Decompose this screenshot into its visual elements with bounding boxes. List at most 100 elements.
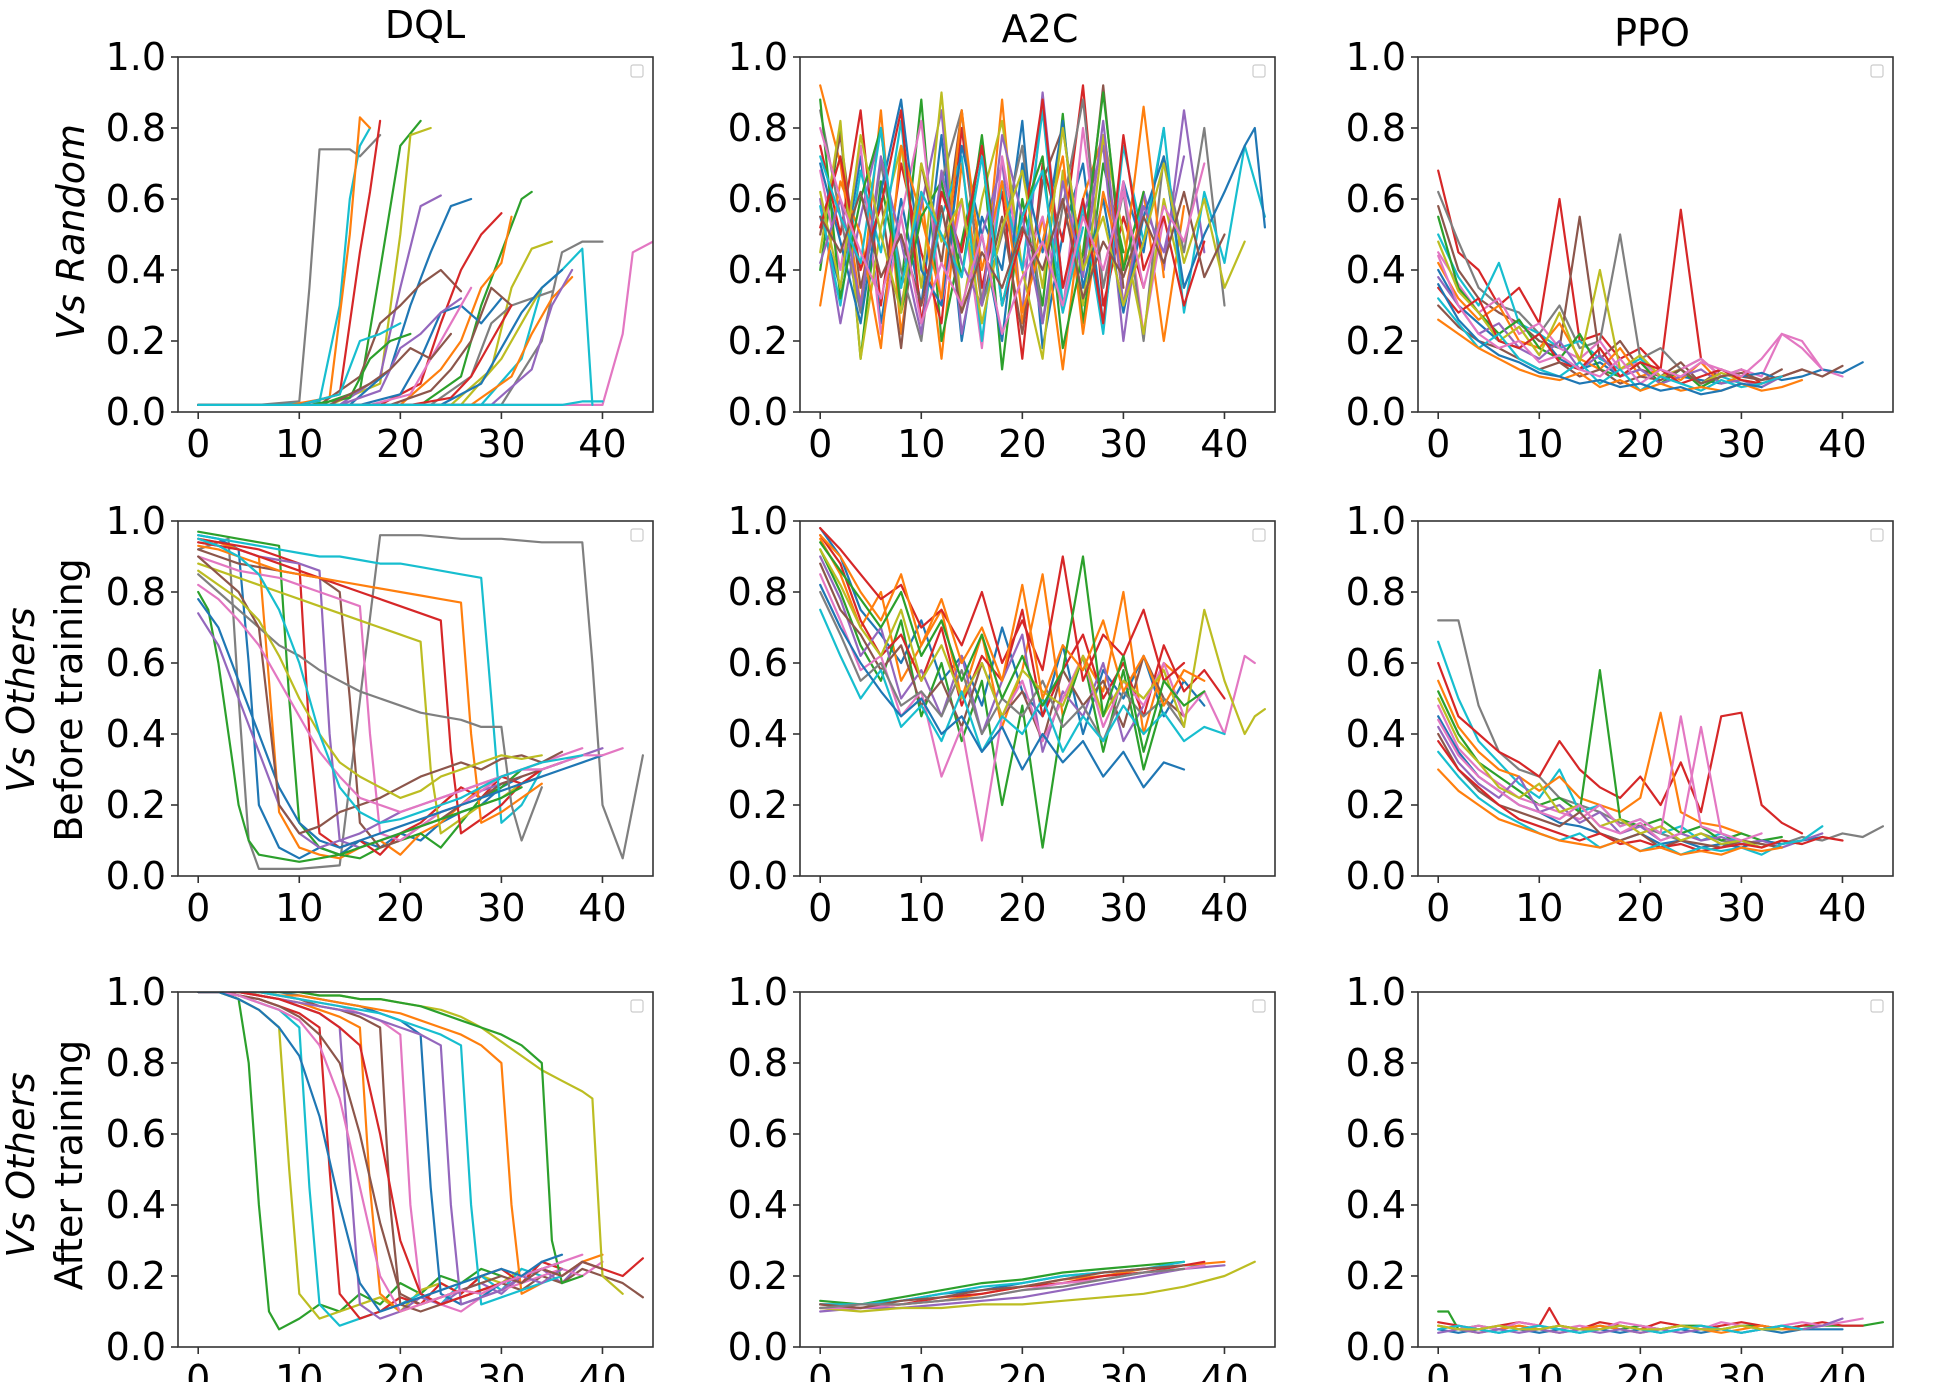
series-line-run-9 [819,548,1267,736]
y-tick-label: 0.0 [1346,854,1406,898]
axes-frame [1417,520,1894,877]
y-tick-label: 0.4 [728,1183,788,1227]
x-tick-label: 30 [1717,422,1765,466]
x-tick-label: 0 [808,422,832,466]
x-tick-label: 10 [275,422,323,466]
series-line-run-16 [819,126,1246,325]
x-tick-label: 40 [1200,1357,1248,1382]
series-line-run-22 [197,290,554,406]
y-tick-label: 1.0 [728,970,788,1014]
series-group [819,526,1267,849]
x-tick-label: 20 [1616,422,1664,466]
x-tick-label: 0 [808,886,832,930]
series-line-run-3 [1437,1317,1864,1331]
y-tick-label: 1.0 [728,35,788,79]
series-line-run-12 [819,534,1206,707]
column-title-ppo: PPO [1614,11,1690,55]
series-line-run-12 [197,544,543,824]
x-tick-label: 40 [578,1357,626,1382]
x-tick-label: 10 [897,1357,945,1382]
series-line-run-18 [819,190,1226,314]
x-tick-label: 40 [578,422,626,466]
y-tick-label: 0.4 [106,712,166,756]
series-line-run-10 [1437,240,1763,385]
legend-box [1870,528,1884,542]
panel-a2c-random: 0.0 0.2 0.4 0.6 0.8 1.0 0 10 20 30 40 [728,35,1276,466]
y-tick-label: 1.0 [106,970,166,1014]
y-tick-label: 0.8 [106,1041,166,1085]
x-tick-label: 40 [1200,886,1248,930]
axes-frame [1417,991,1894,1348]
series-line-run-18 [197,992,564,1313]
y-tick-label: 0.4 [106,1183,166,1227]
legend-box [1252,999,1266,1013]
legend-box [1252,528,1266,542]
axes-frame [177,520,654,877]
y-tick-label: 0.6 [1346,1112,1406,1156]
x-tick-label: 30 [1099,886,1147,930]
panel-a2c-after: 0.0 0.2 0.4 0.6 0.8 1.0 0 10 20 30 40 [728,970,1276,1382]
y-tick-label: 0.0 [1346,1325,1406,1369]
series-line-run-13 [1437,718,1743,842]
x-tick-label: 40 [1818,422,1866,466]
x-tick-label: 30 [1099,422,1147,466]
legend-box [630,64,644,78]
series-line-run-20 [197,537,584,824]
series-line-run-14 [1437,768,1783,856]
y-tick-label: 1.0 [728,499,788,543]
series-line-run-14 [197,590,523,863]
x-tick-label: 0 [186,1357,210,1382]
legend-box [630,999,644,1013]
y-tick-label: 0.0 [728,854,788,898]
y-tick-label: 0.2 [728,1254,788,1298]
y-tick-label: 0.8 [106,570,166,614]
y-tick-label: 0.6 [106,177,166,221]
y-tick-label: 0.2 [106,1254,166,1298]
series-line-run-9 [1437,276,1783,389]
series-line-run-13 [819,91,1145,350]
x-tick-label: 0 [1426,1357,1450,1382]
y-tick-label: 0.6 [106,641,166,685]
series-line-run-30 [197,400,604,406]
panel-a2c-before: 0.0 0.2 0.4 0.6 0.8 1.0 0 10 20 30 40 [728,499,1276,930]
series-line-run-1 [197,992,503,1331]
y-tick-label: 0.2 [106,319,166,363]
y-tick-label: 0.2 [1346,783,1406,827]
x-tick-label: 0 [186,886,210,930]
panel-ppo-before: 0.0 0.2 0.4 0.6 0.8 1.0 0 10 20 30 40 [1346,499,1894,930]
x-tick-label: 10 [275,1357,323,1382]
row-label-vs-others-before: Vs Others [0,607,43,793]
series-line-run-3 [1437,661,1804,835]
y-tick-label: 0.4 [728,712,788,756]
series-line-run-18 [197,583,624,814]
series-line-run-7 [1437,261,1743,385]
row-label-vs-others-after: Vs Others [0,1072,43,1258]
series-line-run-13 [819,541,1206,753]
series-line-run-11 [1437,739,1844,853]
series-line-run-20 [197,286,473,406]
y-tick-label: 0.6 [106,1112,166,1156]
y-tick-label: 0.2 [106,783,166,827]
x-tick-label: 30 [477,422,525,466]
series-group [1437,619,1885,856]
y-tick-label: 0.4 [1346,248,1406,292]
panel-dql-random: 0.0 0.2 0.4 0.6 0.8 1.0 0 10 20 30 40 [106,35,654,466]
series-line-run-19 [197,569,543,800]
series-line-run-16 [197,992,604,1306]
x-tick-label: 0 [1426,422,1450,466]
series-line-run-11 [197,992,584,1285]
column-title-a2c: A2C [1002,7,1079,51]
series-line-run-8 [1437,1324,1783,1331]
legend-box [1870,999,1884,1013]
panel-ppo-random: 0.0 0.2 0.4 0.6 0.8 1.0 0 10 20 30 40 [1346,35,1894,466]
series-group [819,84,1267,371]
x-tick-label: 0 [808,1357,832,1382]
series-line-run-19 [819,126,1206,335]
series-line-run-10 [819,1267,1186,1310]
series-line-run-28 [197,268,574,406]
series-group [1437,169,1864,396]
x-tick-label: 10 [1515,1357,1563,1382]
y-tick-label: 0.0 [106,854,166,898]
series-line-run-3 [197,992,543,1327]
